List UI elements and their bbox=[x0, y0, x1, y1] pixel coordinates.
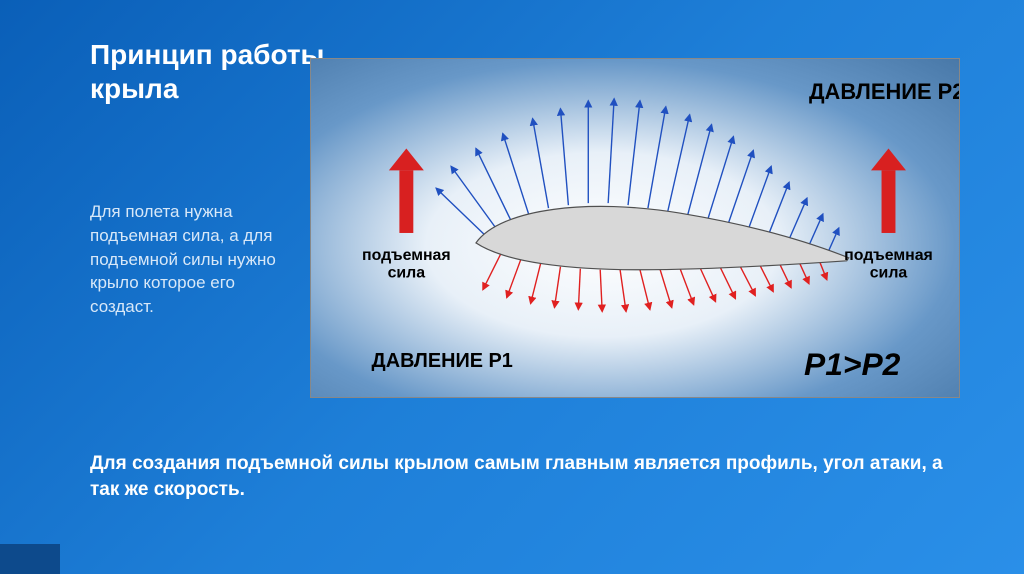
accent-bar bbox=[0, 544, 60, 574]
diagram-svg: ДАВЛЕНИЕ Р2 ДАВЛЕНИЕ Р1 подъемная сила п… bbox=[311, 59, 959, 397]
slide-footer: Для создания подъемной силы крылом самым… bbox=[90, 451, 950, 504]
label-lift-right-2: сила bbox=[870, 265, 908, 282]
label-inequality: P1>P2 bbox=[804, 346, 901, 382]
label-lift-left-2: сила bbox=[388, 265, 426, 282]
slide-body: Для полета нужна подъемная сила, а для п… bbox=[90, 200, 290, 319]
label-lift-right-1: подъемная bbox=[844, 247, 933, 264]
label-lift-left-1: подъемная bbox=[362, 247, 451, 264]
wing-diagram: ДАВЛЕНИЕ Р2 ДАВЛЕНИЕ Р1 подъемная сила п… bbox=[310, 58, 960, 398]
label-pressure-p1: ДАВЛЕНИЕ Р1 bbox=[372, 350, 513, 372]
label-pressure-p2: ДАВЛЕНИЕ Р2 bbox=[809, 79, 959, 104]
airfoil-shape bbox=[476, 206, 849, 269]
